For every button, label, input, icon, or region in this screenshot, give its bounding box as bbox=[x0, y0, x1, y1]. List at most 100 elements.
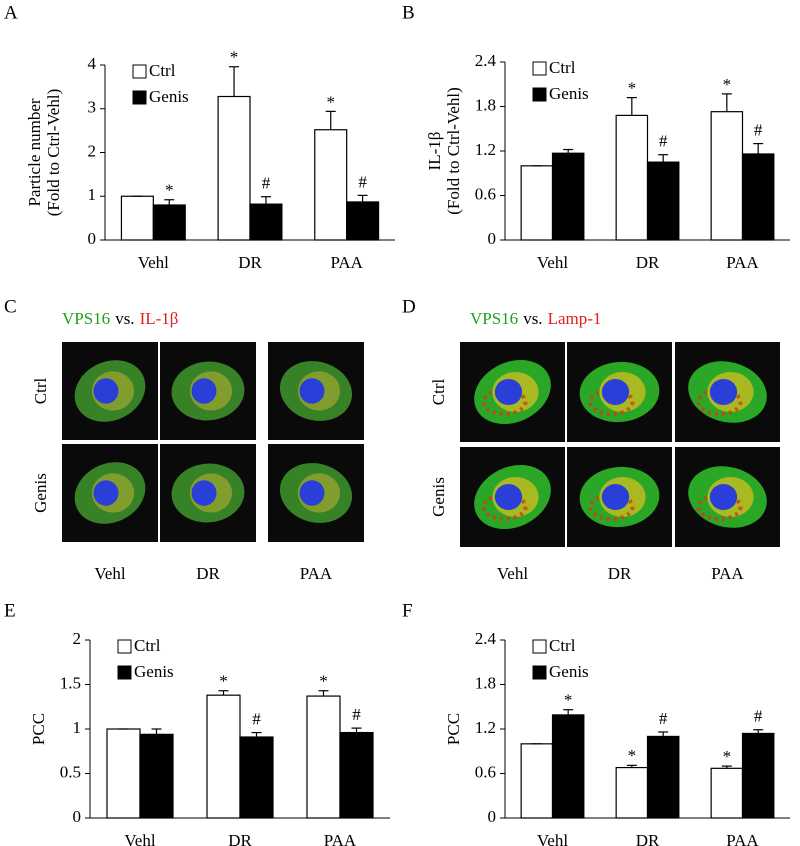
error-bar bbox=[164, 199, 175, 205]
significance-mark: # bbox=[262, 174, 271, 193]
nucleus bbox=[494, 484, 523, 510]
significance-mark: * bbox=[723, 747, 732, 766]
title-part: VPS16 bbox=[62, 309, 110, 328]
significance-mark: * bbox=[628, 79, 637, 98]
x-tick-label: Vehl bbox=[537, 831, 568, 846]
error-bar bbox=[260, 196, 271, 205]
title-part: IL-1β bbox=[140, 309, 179, 328]
y-tick-label: 1 bbox=[88, 185, 97, 204]
panel-title: VPS16 vs. Lamp-1 bbox=[470, 309, 601, 328]
error-bar bbox=[151, 728, 162, 735]
nucleus bbox=[709, 379, 738, 405]
title-part: vs. bbox=[523, 309, 542, 328]
significance-mark: * bbox=[628, 746, 637, 765]
error-bar bbox=[626, 764, 637, 768]
y-tick-label: 0.6 bbox=[475, 762, 496, 781]
panel-title: VPS16 vs. IL-1β bbox=[62, 309, 178, 328]
nucleus bbox=[93, 480, 119, 506]
legend-swatch bbox=[532, 87, 547, 102]
significance-mark: * bbox=[564, 691, 573, 710]
bar bbox=[520, 165, 554, 241]
error-bar bbox=[721, 765, 732, 769]
y-tick-label: 0 bbox=[73, 807, 82, 826]
row-label: Genis bbox=[31, 473, 50, 513]
x-tick-label: Vehl bbox=[124, 831, 155, 846]
bar bbox=[615, 114, 649, 241]
error-bar bbox=[229, 66, 240, 97]
error-bar bbox=[318, 690, 329, 697]
x-tick-label: PAA bbox=[726, 253, 759, 272]
nucleus bbox=[93, 378, 119, 404]
significance-mark: # bbox=[252, 709, 261, 728]
bar bbox=[106, 728, 141, 819]
error-bar bbox=[753, 142, 764, 154]
bar bbox=[206, 694, 241, 819]
row-label: Ctrl bbox=[31, 378, 50, 405]
nucleus bbox=[601, 379, 630, 405]
y-tick-label: 0 bbox=[88, 229, 97, 248]
y-tick-label: 4 bbox=[88, 54, 97, 73]
significance-mark: * bbox=[319, 672, 328, 691]
row-label: Ctrl bbox=[429, 379, 448, 406]
error-bar bbox=[563, 148, 574, 154]
panel-label: C bbox=[4, 296, 17, 317]
y-axis-label: (Fold to Ctrl-Vehl) bbox=[44, 89, 63, 217]
bar bbox=[217, 95, 251, 241]
bar bbox=[152, 204, 186, 241]
title-part: VPS16 bbox=[470, 309, 518, 328]
legend-swatch bbox=[532, 639, 547, 654]
significance-mark: # bbox=[754, 707, 763, 726]
y-tick-label: 1.2 bbox=[475, 718, 496, 737]
y-tick-label: 1.8 bbox=[475, 95, 496, 114]
x-tick-label: DR bbox=[238, 253, 262, 272]
bar bbox=[551, 714, 585, 819]
y-tick-label: 0 bbox=[488, 229, 497, 248]
error-bar bbox=[251, 731, 262, 738]
bar bbox=[249, 203, 283, 241]
panel-label: D bbox=[402, 296, 416, 317]
legend-label: Genis bbox=[549, 84, 589, 103]
y-axis-label: PCC bbox=[444, 713, 463, 745]
bar bbox=[346, 201, 380, 241]
nucleus bbox=[601, 484, 630, 510]
panel-label: E bbox=[4, 600, 16, 621]
error-bar bbox=[658, 731, 669, 737]
error-bar bbox=[357, 194, 368, 202]
legend-swatch bbox=[117, 665, 132, 680]
error-bar bbox=[351, 727, 362, 733]
y-tick-label: 2 bbox=[73, 629, 82, 648]
y-tick-label: 2.4 bbox=[475, 51, 497, 70]
x-tick-label: DR bbox=[636, 831, 660, 846]
y-tick-label: 1.8 bbox=[475, 673, 496, 692]
legend-label: Genis bbox=[134, 662, 174, 681]
significance-mark: # bbox=[358, 172, 367, 191]
y-tick-label: 1 bbox=[73, 718, 82, 737]
bar bbox=[314, 129, 348, 241]
nucleus bbox=[191, 480, 217, 506]
x-tick-label: DR bbox=[636, 253, 660, 272]
legend-label: Ctrl bbox=[549, 636, 576, 655]
y-tick-label: 3 bbox=[88, 98, 97, 117]
significance-mark: # bbox=[659, 709, 668, 728]
nucleus bbox=[709, 484, 738, 510]
bar bbox=[239, 736, 274, 819]
bar bbox=[120, 195, 154, 241]
bar bbox=[615, 766, 649, 819]
bar bbox=[551, 152, 585, 241]
y-axis-label: (Fold to Ctrl-Vehl) bbox=[444, 87, 463, 215]
panel-label: A bbox=[4, 2, 18, 23]
bar bbox=[710, 767, 744, 819]
significance-mark: * bbox=[165, 181, 174, 200]
x-tick-label: DR bbox=[228, 831, 252, 846]
bar bbox=[520, 743, 554, 819]
bar bbox=[646, 735, 680, 819]
legend-label: Ctrl bbox=[149, 61, 176, 80]
column-label: Vehl bbox=[497, 564, 528, 583]
y-tick-label: 2 bbox=[88, 141, 97, 160]
bar bbox=[306, 695, 341, 819]
legend-label: Genis bbox=[149, 87, 189, 106]
panel-label: B bbox=[402, 2, 415, 23]
error-bar bbox=[563, 709, 574, 715]
legend-swatch bbox=[532, 665, 547, 680]
